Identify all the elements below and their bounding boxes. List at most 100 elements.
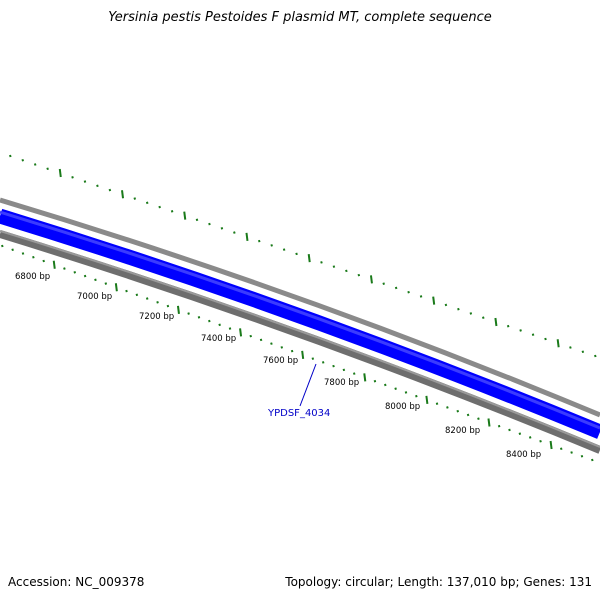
gc-tick — [33, 163, 37, 166]
gc-tick — [519, 329, 522, 332]
inner-backbone-line — [0, 230, 600, 454]
ruler-tick — [342, 368, 346, 372]
ruler-tick — [559, 447, 563, 451]
ruler-tick — [332, 364, 335, 368]
gc-tick — [83, 180, 87, 183]
ruler-tick — [83, 274, 87, 278]
ruler-tick — [218, 323, 221, 327]
gc-tick — [170, 210, 174, 213]
gc-tick — [195, 218, 199, 222]
gc-tick — [21, 158, 25, 162]
ruler-labels: 6800 bp 7000 bp 7200 bp 7400 bp 7600 bp 7800 … — [15, 272, 541, 460]
gc-tick — [145, 201, 149, 205]
gc-tick — [320, 261, 323, 264]
ruler-tick — [301, 350, 305, 360]
ruler-tick — [311, 357, 315, 360]
ruler-tick — [145, 297, 149, 300]
ruler-label: 8200 bp — [445, 426, 480, 436]
ruler-tick — [528, 436, 532, 439]
ruler-tick — [187, 312, 190, 315]
ruler-tick — [321, 361, 325, 364]
gc-tick — [594, 354, 597, 358]
ruler-tick — [259, 338, 263, 342]
gc-tick — [531, 333, 535, 337]
gc-tick — [444, 303, 448, 307]
gc-tick — [108, 188, 112, 192]
ruler-label: 8400 bp — [506, 450, 541, 460]
ruler-label: 7000 bp — [77, 292, 112, 302]
gc-tick — [233, 231, 236, 234]
ruler-tick — [549, 440, 553, 450]
ruler-tick — [363, 373, 367, 382]
ruler-tick — [539, 439, 542, 443]
gc-tick — [121, 190, 125, 199]
ruler-tick — [42, 259, 45, 263]
gene-pointer-line — [299, 363, 317, 407]
gc-skew-ticks-top — [9, 154, 597, 358]
ruler-tick — [394, 387, 397, 390]
ruler-tick — [270, 342, 273, 345]
map-title: Yersinia pestis Pestoides F plasmid MT, … — [108, 10, 492, 25]
ruler-tick — [135, 293, 139, 297]
gc-tick — [257, 239, 261, 243]
gc-tick — [457, 307, 460, 311]
ruler-tick — [580, 454, 584, 458]
outer-backbone-line — [0, 197, 600, 418]
ruler-tick — [104, 282, 108, 285]
gc-tick — [506, 324, 510, 328]
cds-track — [0, 208, 600, 439]
ruler-tick — [156, 301, 159, 304]
ruler-label: 8000 bp — [385, 402, 420, 412]
gc-tick — [544, 337, 547, 341]
summary-text: Topology: circular; Length: 137,010 bp; … — [285, 575, 592, 589]
ruler-tick — [32, 255, 35, 259]
ruler-label: 7800 bp — [324, 378, 359, 388]
ruler-tick — [52, 260, 56, 269]
ruler-tick — [425, 395, 429, 405]
ruler-tick — [228, 327, 232, 330]
ruler-tick — [415, 394, 418, 398]
ruler-tick — [497, 424, 501, 428]
gc-tick — [357, 273, 361, 277]
ruler-tick — [249, 334, 252, 338]
ruler-tick — [352, 372, 356, 375]
ruler-tick — [114, 283, 118, 292]
gc-tick — [133, 197, 137, 200]
gc-tick — [369, 275, 373, 284]
ruler-tick — [176, 305, 180, 314]
ruler-label: 7600 bp — [263, 356, 298, 366]
gc-tick — [394, 286, 398, 290]
gc-tick — [569, 346, 572, 349]
gc-tick — [183, 211, 187, 220]
gene-label-ypdsf-4034[interactable]: YPDSF_4034 — [267, 408, 330, 419]
gc-tick — [46, 167, 49, 171]
gc-tick — [220, 227, 224, 230]
gc-tick — [482, 316, 485, 319]
ruler-tick — [456, 409, 459, 413]
ruler-tick — [404, 391, 408, 394]
ruler-tick — [446, 406, 449, 409]
gc-tick — [58, 168, 62, 178]
ruler-tick — [280, 346, 284, 349]
gc-tick — [332, 265, 336, 268]
gc-tick — [245, 232, 249, 241]
ruler-tick — [373, 379, 377, 383]
gc-tick — [96, 184, 99, 188]
gc-tick — [345, 269, 348, 273]
ruler-tick — [63, 267, 66, 270]
ruler-label: 6800 bp — [15, 272, 50, 282]
gc-tick — [158, 205, 161, 209]
gc-tick — [307, 254, 311, 263]
accession-text: Accession: NC_009378 — [8, 575, 145, 589]
ruler-tick — [290, 349, 294, 353]
ruler-tick — [94, 278, 97, 282]
ruler-tick — [21, 252, 25, 255]
ruler-tick — [508, 428, 511, 432]
gc-tick — [407, 290, 410, 294]
ruler-tick — [518, 432, 522, 436]
gc-tick — [208, 222, 211, 226]
gc-tick — [71, 175, 74, 179]
ruler-label: 7400 bp — [201, 334, 236, 344]
cds-track-highlight — [0, 210, 600, 430]
